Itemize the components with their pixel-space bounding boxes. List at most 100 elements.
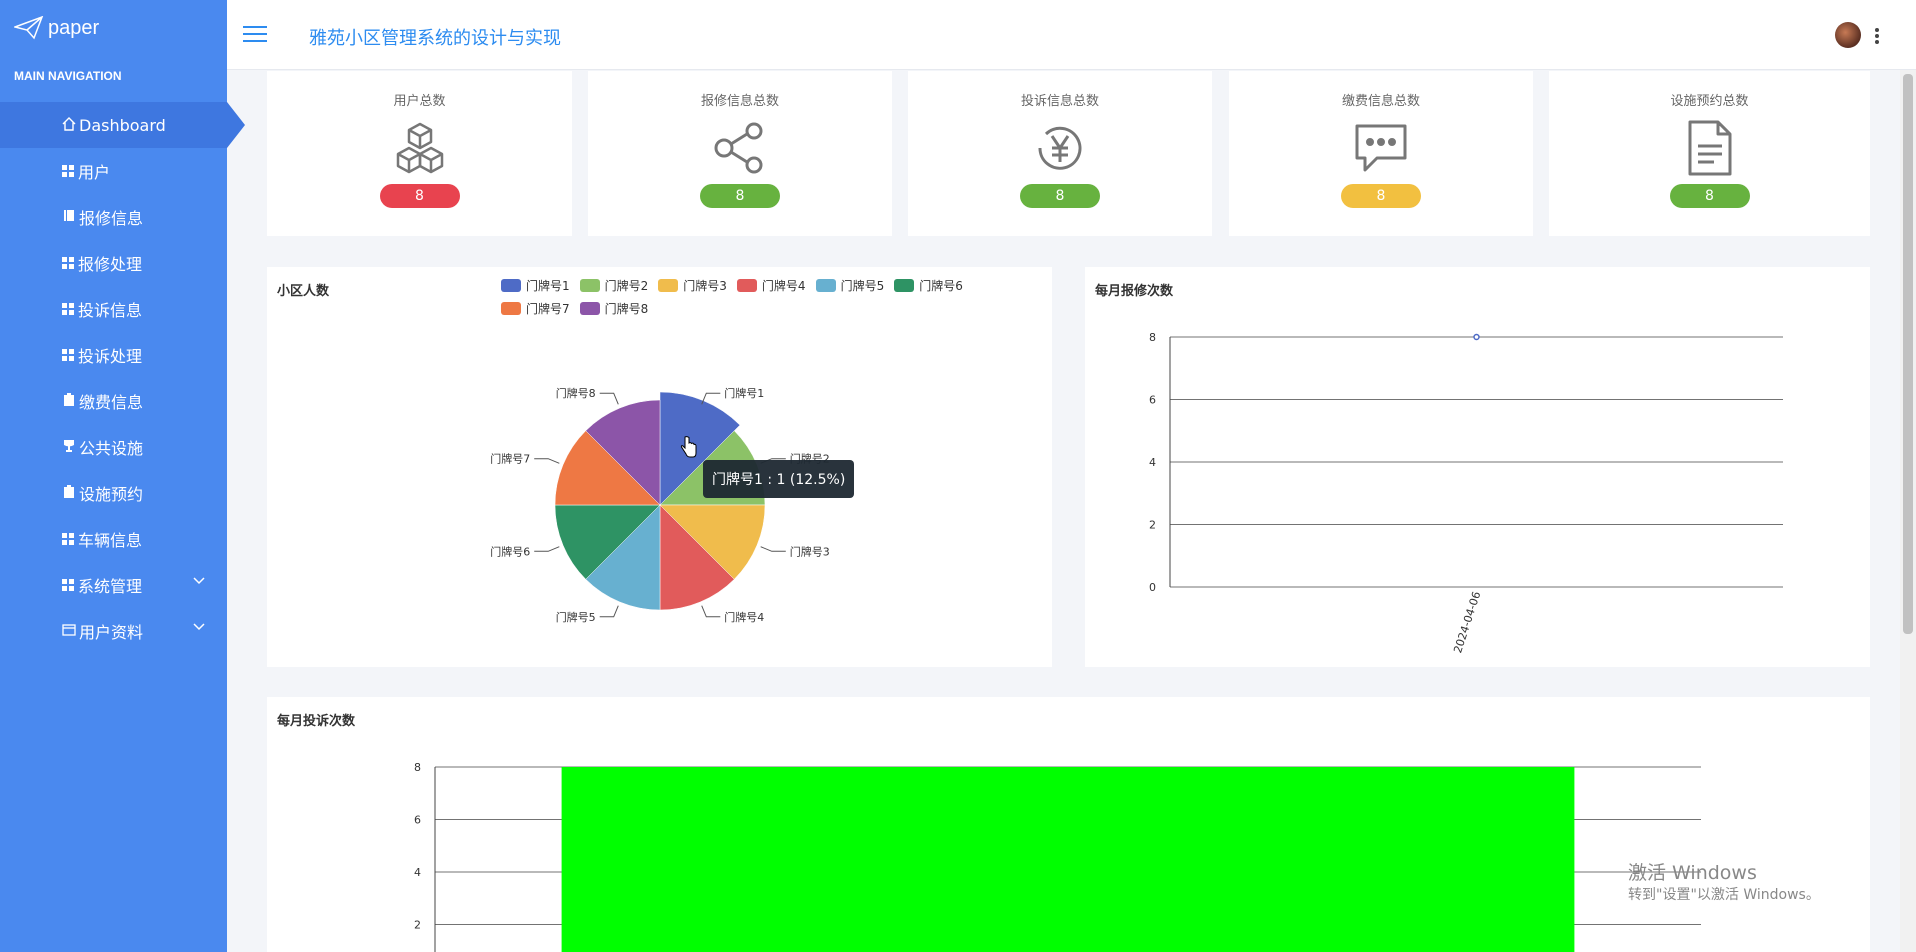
sidebar-item-users[interactable]: 用户 — [0, 148, 227, 194]
bar — [561, 767, 1575, 952]
y-tick-label: 0 — [1149, 581, 1156, 594]
legend-label: 门牌号3 — [683, 279, 727, 293]
line-chart: 0 2 4 6 8 2024-04-06 — [1149, 331, 1783, 655]
legend-item[interactable]: 门牌号8 — [579, 300, 648, 317]
stat-value-badge: 8 — [1020, 184, 1100, 208]
sidebar-item-system-management[interactable]: 系统管理 — [0, 562, 227, 608]
document-icon — [1549, 120, 1870, 176]
grid-icon — [62, 257, 74, 269]
pie-slice — [659, 504, 735, 611]
pie-label-leader — [701, 392, 721, 405]
pie-slice-label: 门牌号4 — [724, 610, 764, 624]
clipboard-icon — [62, 393, 76, 409]
chart-title: 小区人数 — [277, 284, 330, 299]
sidebar-item-label: 用户资料 — [79, 623, 144, 642]
grid-icon — [62, 579, 74, 591]
activation-watermark-hint: 转到"设置"以激活 Windows。 — [1628, 887, 1820, 903]
sidebar-item-payment-info[interactable]: 缴费信息 — [0, 378, 227, 424]
sidebar-item-label: 投诉信息 — [78, 301, 143, 320]
legend-item[interactable]: 门牌号7 — [501, 300, 570, 317]
sidebar-item-label: 报修处理 — [78, 255, 143, 274]
pie-slice-label: 门牌号7 — [490, 452, 530, 466]
pie-label-leader — [534, 458, 560, 464]
x-tick-label: 2024-04-06 — [1451, 590, 1483, 655]
legend-label: 门牌号6 — [919, 279, 963, 293]
pie-slice-label: 门牌号8 — [556, 386, 596, 400]
sidebar-item-facility-booking[interactable]: 设施预约 — [0, 470, 227, 516]
sidebar-item-label: 车辆信息 — [78, 531, 143, 550]
pie-label-leader — [760, 546, 786, 552]
home-icon — [62, 116, 76, 134]
sidebar-item-dashboard[interactable]: Dashboard — [0, 102, 245, 148]
sidebar-item-label: 缴费信息 — [79, 393, 144, 412]
avatar[interactable] — [1835, 22, 1861, 48]
stat-card-complaints: 投诉信息总数 8 — [908, 71, 1212, 236]
stat-value-badge: 8 — [1341, 184, 1421, 208]
sidebar-item-complaint-handle[interactable]: 投诉处理 — [0, 332, 227, 378]
stat-value-badge: 8 — [379, 184, 460, 208]
stat-label: 用户总数 — [393, 94, 446, 109]
legend-item[interactable]: 门牌号1 — [501, 277, 570, 294]
legend-label: 门牌号7 — [526, 302, 570, 316]
pie-slice-label: 门牌号5 — [556, 610, 596, 624]
sidebar-item-repair-info[interactable]: 报修信息 — [0, 194, 227, 240]
cubes-icon — [267, 120, 572, 176]
sidebar-item-label: Dashboard — [79, 115, 166, 135]
chart-title: 每月报修次数 — [1095, 284, 1174, 299]
pie-slice-label: 门牌号1 — [724, 386, 764, 400]
y-tick-label: 4 — [1149, 456, 1156, 469]
legend-swatch — [658, 279, 679, 292]
grid-icon — [62, 533, 74, 545]
legend-label: 门牌号5 — [840, 279, 885, 293]
activation-watermark-title: 激活 Windows — [1628, 862, 1757, 884]
y-tick-label: 2 — [414, 919, 421, 932]
pie-chart-panel: 小区人数 门牌号1 门牌号2 门牌号3 门牌号4 门牌号5 门牌号6 门牌号7 门牌号8 门牌… — [267, 267, 1052, 667]
sidebar-item-label: 报修信息 — [79, 209, 144, 228]
legend-item[interactable]: 门牌号2 — [579, 277, 648, 294]
pie-slice — [554, 430, 661, 506]
legend-item[interactable]: 门牌号4 — [736, 277, 806, 294]
sidebar-item-label: 投诉处理 — [78, 347, 143, 366]
chevron-down-icon — [193, 623, 205, 631]
sidebar-item-label: 系统管理 — [78, 577, 143, 596]
pie-slice-label: 门牌号6 — [490, 544, 530, 558]
legend-swatch — [579, 302, 600, 315]
stat-card-users: 用户总数 8 — [267, 71, 572, 236]
more-options-icon[interactable] — [1875, 28, 1879, 46]
sidebar-item-complaint-info[interactable]: 投诉信息 — [0, 286, 227, 332]
sidebar-item-repair-handle[interactable]: 报修处理 — [0, 240, 227, 286]
legend-item[interactable]: 门牌号3 — [658, 277, 727, 294]
sidebar-item-public-facilities[interactable]: 公共设施 — [0, 424, 227, 470]
menu-toggle-icon[interactable] — [243, 26, 267, 44]
legend-item[interactable]: 门牌号5 — [815, 277, 885, 294]
pie-label-leader — [599, 392, 619, 405]
clipboard-icon — [62, 485, 76, 501]
logo[interactable]: paper — [14, 16, 99, 40]
legend-swatch — [501, 302, 521, 315]
sidebar-item-vehicle-info[interactable]: 车辆信息 — [0, 516, 227, 562]
legend-swatch — [501, 279, 521, 292]
share-icon — [588, 120, 892, 176]
sidebar-item-label: 用户 — [78, 163, 111, 182]
y-tick-label: 6 — [1149, 394, 1156, 407]
sidebar-item-user-profile[interactable]: 用户资料 — [0, 608, 227, 654]
scrollbar-thumb[interactable] — [1903, 74, 1913, 634]
pie-label-leader — [599, 605, 619, 618]
page-title: 雅苑小区管理系统的设计与实现 — [309, 28, 561, 49]
grid-icon — [62, 303, 74, 315]
legend-swatch — [894, 279, 915, 292]
cup-icon — [62, 439, 76, 455]
grid-icon — [62, 165, 74, 177]
topbar: 雅苑小区管理系统的设计与实现 — [227, 0, 1916, 70]
line-point — [1473, 333, 1480, 341]
legend-item[interactable]: 门牌号6 — [894, 277, 963, 294]
y-tick-label: 8 — [414, 761, 421, 774]
scrollbar[interactable] — [1900, 70, 1916, 952]
stat-card-payments: 缴费信息总数 8 — [1229, 71, 1533, 236]
pie-slice-label: 门牌号3 — [790, 544, 830, 558]
sidebar-nav: Dashboard 用户 报修信息 报修处理 投诉信息 投诉处理 — [0, 102, 245, 654]
bar-chart-panel: 每月投诉次数 2 4 6 8 — [267, 697, 1870, 952]
stat-label: 缴费信息总数 — [1341, 94, 1420, 109]
stat-label: 设施预约总数 — [1670, 94, 1749, 109]
